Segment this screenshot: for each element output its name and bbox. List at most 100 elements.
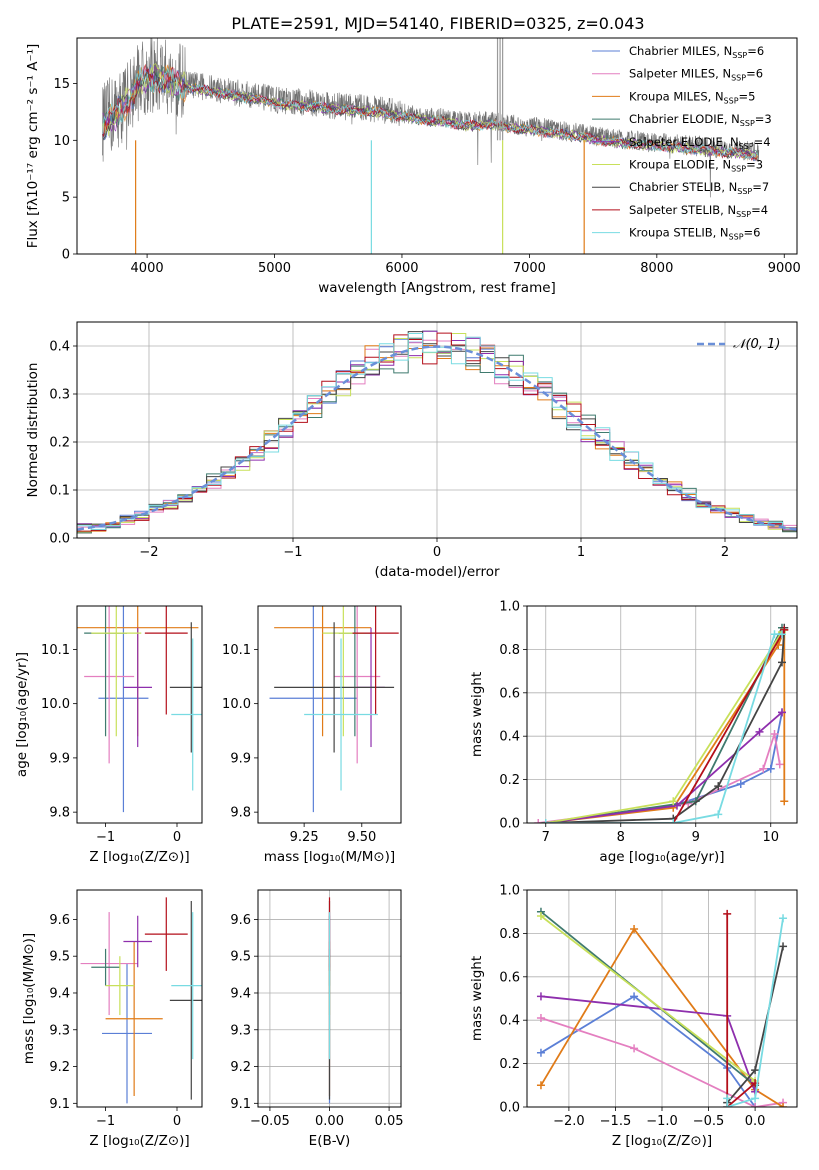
spectrum-panel: 4000 5000 6000 7000 8000 9000 0 5 10 15 wavelength… <box>25 37 801 296</box>
spectrum-ylabel: Flux [fλ10⁻¹⁷ erg cm⁻² s⁻¹ A⁻¹] <box>25 44 41 249</box>
y-tick-label: 9.3 <box>49 1023 70 1038</box>
series-marker <box>714 782 723 791</box>
y-tick-label: 0 <box>62 248 70 263</box>
y-tick-label: 9.5 <box>49 950 70 965</box>
errorbar-point <box>144 897 188 971</box>
mass_weight_vs_age-ylabel: mass weight <box>469 672 485 757</box>
series-marker <box>630 992 639 1001</box>
x-tick-label: 0.0 <box>745 1114 766 1129</box>
x-tick-label: 0 <box>433 545 441 560</box>
y-tick-label: 0.0 <box>49 532 70 547</box>
series-marker <box>759 764 768 773</box>
series-marker <box>534 819 543 823</box>
mass_weight_vs_z-ticks: −2.0 −1.5 −1.0 −0.5 0.0 0.0 0.2 0.4 0.6 0.8 1.0 <box>499 884 765 1130</box>
series-marker <box>536 1048 545 1057</box>
series-marker <box>780 797 789 806</box>
mass-weight-series <box>541 623 789 823</box>
mass-weight-series <box>541 625 789 823</box>
series-line <box>540 927 784 1107</box>
mass-weight-series <box>723 914 788 1107</box>
model-spectrum-line <box>102 66 759 161</box>
x-tick-label: −1 <box>96 1114 115 1129</box>
y-tick-label: 9.4 <box>49 986 70 1001</box>
legend-label: Chabrier MILES, NSSP=6 <box>629 44 764 60</box>
mass_vs_ebv-xlabel: E(B-V) <box>309 1133 351 1149</box>
series-marker <box>770 630 779 639</box>
series-marker <box>778 658 786 667</box>
residuals-ylabel: Normed distribution <box>25 363 41 498</box>
series-marker <box>630 1044 639 1053</box>
model-spectrum-line <box>102 63 759 162</box>
y-tick-label: 10.0 <box>222 697 251 712</box>
age_vs_mass-plot-area <box>269 606 399 813</box>
mass_vs_z-xlabel: Z [log₁₀(Z/Z⊙)] <box>89 1133 189 1149</box>
y-tick-label: 1.0 <box>499 600 520 615</box>
mass_vs_z-panel: −1 0 9.1 9.2 9.3 9.4 9.5 9.6 Z [log₁₀(Z/Z⊙)] mass… <box>21 889 203 1149</box>
legend-label: Salpeter MILES, NSSP=6 <box>629 67 763 83</box>
mass_weight_vs_age-xlabel: age [log₁₀(age/yr)] <box>599 849 724 865</box>
y-tick-label: 9.8 <box>49 806 70 821</box>
series-line <box>545 631 783 823</box>
residuals-panel: −2 −1 0 1 2 0.0 0.1 0.2 0.3 0.4 (data-model)/error… <box>25 321 798 580</box>
age_vs_z-panel: −1 0 9.8 9.9 10.0 10.1 Z [log₁₀(Z/Z⊙)] age [log… <box>14 605 203 865</box>
y-tick-label: 9.5 <box>230 950 251 965</box>
x-tick-label: −1 <box>283 545 302 560</box>
series-line <box>726 918 784 1107</box>
x-tick-label: 10 <box>762 830 779 845</box>
mass-weight-series <box>536 992 760 1096</box>
series-marker <box>536 1014 545 1023</box>
series-marker <box>736 779 745 788</box>
mass_weight_vs_z-ylabel: mass weight <box>469 956 485 1041</box>
age_vs_z-ylabel: age [log₁₀(age/yr)] <box>14 652 30 777</box>
series-marker <box>778 630 786 639</box>
residuals-frame <box>76 321 798 539</box>
y-tick-label: 0.6 <box>499 686 520 701</box>
series-marker <box>723 1094 732 1103</box>
mass_vs_z-ylabel: mass [log₁₀(M/M⊙)] <box>21 933 37 1064</box>
y-tick-label: 9.1 <box>49 1097 70 1112</box>
series-marker <box>751 1103 760 1107</box>
mass-weight-series <box>536 1014 788 1107</box>
age_vs_mass-frame <box>257 605 402 824</box>
x-tick-label: 9000 <box>768 261 801 276</box>
x-tick-label: 0 <box>173 1114 181 1129</box>
mass_vs_z-plot-area <box>80 897 202 1104</box>
mass_weight_vs_age-ticks: 7 8 9 10 0.0 0.2 0.4 0.6 0.8 1.0 <box>499 600 779 846</box>
x-tick-label: 8000 <box>640 261 673 276</box>
x-tick-label: −0.05 <box>250 1114 290 1129</box>
series-marker <box>779 1103 788 1107</box>
y-tick-label: 10.1 <box>41 643 70 658</box>
y-tick-label: 0.4 <box>499 730 520 745</box>
legend-label: Salpeter STELIB, NSSP=4 <box>629 203 768 219</box>
errorbar-point <box>334 606 381 764</box>
series-line <box>540 995 756 1093</box>
legend-label: Salpeter ELODIE, NSSP=4 <box>629 135 771 151</box>
y-tick-label: 0.2 <box>499 1057 520 1072</box>
y-tick-label: 10.0 <box>41 697 70 712</box>
series-line <box>545 633 782 823</box>
series-line <box>540 915 756 1082</box>
y-tick-label: 5 <box>62 191 70 206</box>
x-tick-label: 9.50 <box>347 830 376 845</box>
errorbar-point <box>84 606 135 764</box>
y-tick-label: 9.1 <box>230 1097 251 1112</box>
series-marker <box>630 925 639 934</box>
errorbar-point <box>169 901 202 1100</box>
mass-weight-series <box>541 630 786 823</box>
y-tick-label: 0.0 <box>499 817 520 832</box>
series-marker <box>536 992 545 1001</box>
age_vs_z-plot-area <box>77 606 202 813</box>
page-title: PLATE=2591, MJD=54140, FIBERID=0325, z=0… <box>231 14 644 33</box>
series-line <box>726 913 756 1107</box>
x-tick-label: 4000 <box>131 261 164 276</box>
x-tick-label: 9.25 <box>290 830 319 845</box>
errorbar-point <box>169 622 202 753</box>
x-tick-label: 7 <box>542 830 550 845</box>
y-tick-label: 0.0 <box>499 1101 520 1116</box>
x-tick-label: 0.00 <box>315 1114 344 1129</box>
y-tick-label: 9.9 <box>230 751 251 766</box>
residuals-ticks: −2 −1 0 1 2 0.0 0.1 0.2 0.3 0.4 <box>49 340 729 561</box>
series-marker <box>714 810 723 819</box>
legend-label: Chabrier ELODIE, NSSP=3 <box>629 112 772 128</box>
observed-spectrum-line <box>102 38 760 198</box>
